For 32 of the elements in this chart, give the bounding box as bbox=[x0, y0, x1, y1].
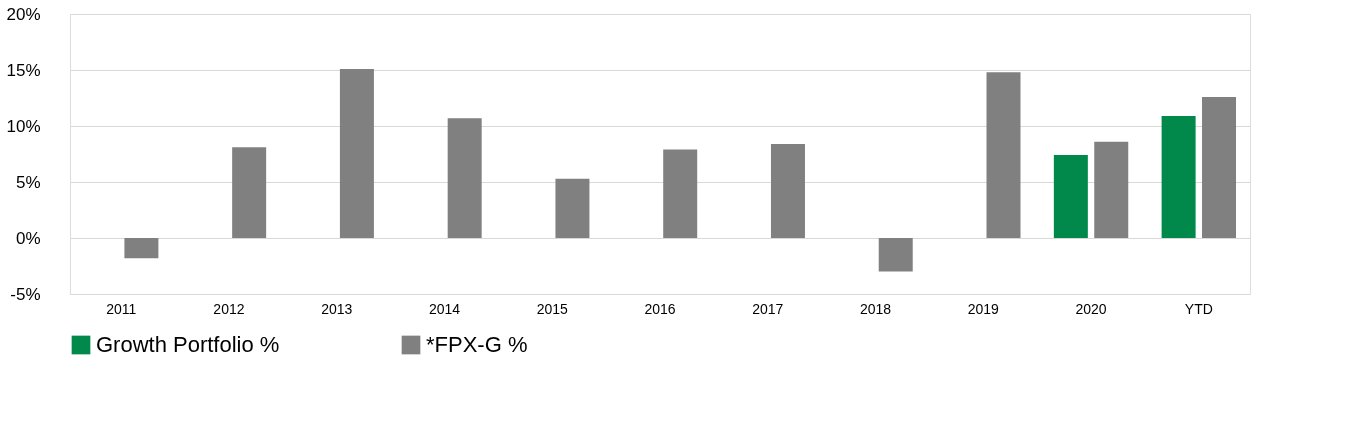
bar bbox=[124, 238, 159, 259]
x-tick-label: YTD bbox=[1184, 300, 1213, 317]
x-tick-label: 2020 bbox=[1075, 300, 1107, 317]
legend-label: *FPX-G % bbox=[426, 332, 528, 357]
x-tick-label: 2017 bbox=[752, 300, 784, 317]
y-tick-label: 0% bbox=[15, 228, 41, 248]
y-tick-label: -5% bbox=[10, 284, 41, 304]
x-tick-label: 2019 bbox=[967, 300, 1000, 317]
bar bbox=[878, 238, 913, 272]
bar bbox=[232, 147, 267, 238]
legend-label: Growth Portfolio % bbox=[96, 332, 280, 357]
bar bbox=[770, 143, 805, 238]
x-tick-label: 2014 bbox=[428, 300, 461, 317]
bar bbox=[339, 68, 374, 238]
x-tick-label: 2011 bbox=[106, 300, 137, 317]
x-tick-label: 2012 bbox=[213, 300, 245, 317]
bar bbox=[1094, 141, 1129, 238]
x-tick-label: 2015 bbox=[536, 300, 569, 317]
bar bbox=[663, 149, 698, 238]
bar bbox=[555, 178, 590, 238]
bar bbox=[447, 118, 482, 238]
y-tick-label: 20% bbox=[6, 4, 41, 24]
bar bbox=[1053, 155, 1088, 238]
bar bbox=[1202, 96, 1237, 238]
bar bbox=[986, 72, 1021, 238]
x-tick-label: 2013 bbox=[321, 300, 353, 317]
bar bbox=[1161, 115, 1196, 238]
y-tick-label: 10% bbox=[6, 116, 41, 136]
x-tick-label: 2016 bbox=[644, 300, 676, 317]
y-tick-label: 5% bbox=[15, 172, 41, 192]
y-tick-label: 15% bbox=[6, 60, 41, 80]
x-tick-label: 2018 bbox=[859, 300, 892, 317]
